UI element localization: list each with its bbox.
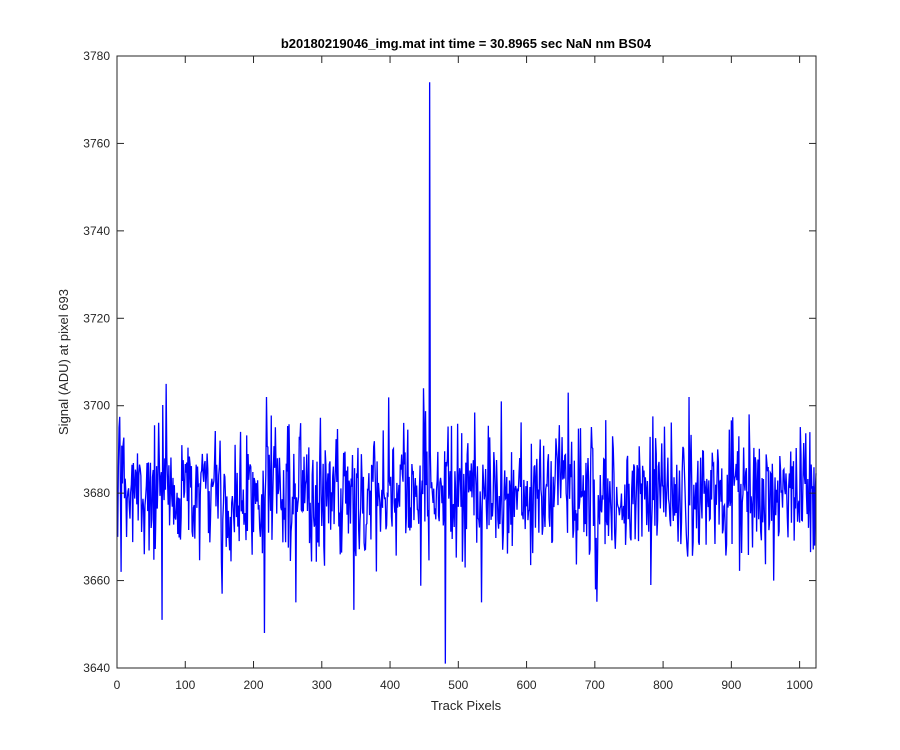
- y-tick-label: 3720: [83, 311, 110, 325]
- y-tick-label: 3640: [83, 661, 110, 675]
- series-layer: [117, 82, 817, 664]
- x-tick-label: 400: [380, 678, 400, 692]
- y-axis-label: Signal (ADU) at pixel 693: [56, 289, 71, 435]
- y-tick-label: 3680: [83, 486, 110, 500]
- x-tick-label: 700: [585, 678, 605, 692]
- x-tick-label: 200: [244, 678, 264, 692]
- axes-box: [116, 55, 817, 669]
- x-tick-label: 900: [721, 678, 741, 692]
- y-tick-label: 3660: [83, 574, 110, 588]
- y-tick-label: 3760: [83, 136, 110, 150]
- y-tick-label: 3780: [83, 49, 110, 63]
- series-line-0: [117, 82, 817, 664]
- x-tick-label: 1000: [786, 678, 813, 692]
- plot-area: [117, 56, 816, 668]
- ticks-layer: 0 100 200 300 400 500 600 700 800 900 1000 3640 3660…: [83, 49, 816, 692]
- x-tick-label: 0: [114, 678, 121, 692]
- x-tick-label: 100: [175, 678, 195, 692]
- x-tick-label: 300: [312, 678, 332, 692]
- x-tick-label: 500: [448, 678, 468, 692]
- x-tick-label: 800: [653, 678, 673, 692]
- x-tick-label: 600: [517, 678, 537, 692]
- y-tick-label: 3740: [83, 224, 110, 238]
- chart-title: b20180219046_img.mat int time = 30.8965 …: [281, 36, 652, 51]
- x-axis-label: Track Pixels: [431, 698, 502, 713]
- y-tick-label: 3700: [83, 399, 110, 413]
